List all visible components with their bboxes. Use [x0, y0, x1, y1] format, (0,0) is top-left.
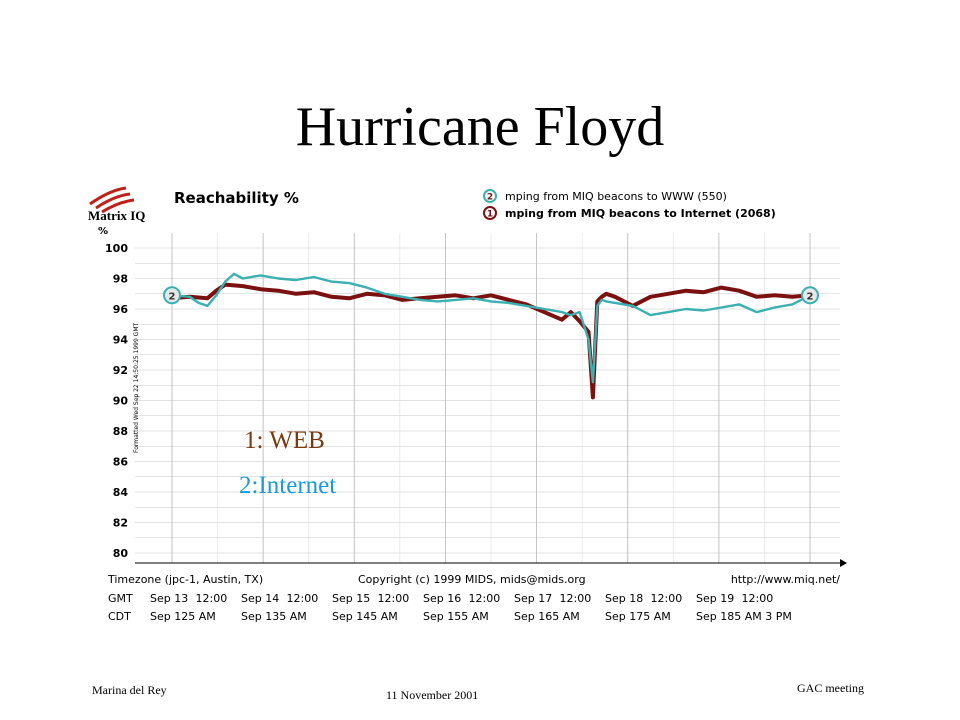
overlay-web-label: 1: WEB: [244, 427, 325, 454]
timezone-note: Timezone (jpc-1, Austin, TX): [107, 573, 263, 586]
gmt-tick-label: 12:00: [378, 592, 410, 605]
legend: 2 mping from MIQ beacons to WWW (550) 1 …: [483, 189, 776, 220]
y-tick-label: 80: [113, 547, 129, 560]
series-2-end-marker-label: 2: [807, 291, 814, 302]
legend-marker-2-label: 2: [487, 193, 493, 203]
gmt-tick-label: 12:00: [469, 592, 501, 605]
grid: [135, 233, 840, 563]
y-tick-label: 90: [113, 395, 129, 408]
gmt-tick-label: 12:00: [287, 592, 319, 605]
series-2-start-marker: [163, 286, 181, 305]
legend-marker-1-label: 1: [487, 210, 493, 220]
cdt-tick-label: Sep 155 AM: [423, 610, 489, 623]
gmt-tick-label: Sep 15: [332, 592, 370, 605]
gmt-tick-label: 12:00: [651, 592, 683, 605]
cdt-tick-label: Sep 175 AM: [605, 610, 671, 623]
y-tick-label: 100: [105, 242, 128, 255]
y-tick-labels: 100 98 96 94 92 90 88 86 84 82 80: [105, 242, 128, 560]
gmt-tick-label: Sep 18: [605, 592, 643, 605]
y-tick-label: 92: [113, 364, 128, 377]
footer-right: GAC meeting: [797, 681, 864, 695]
footer-left: Marina del Rey: [92, 683, 167, 697]
cdt-label: CDT: [108, 610, 131, 623]
y-tick-label: 82: [113, 517, 128, 530]
gmt-tick-label: 12:00: [560, 592, 592, 605]
logo-text: Matrix IQ: [88, 208, 145, 223]
y-axis-label: %: [98, 226, 108, 237]
x-axis-notes: Timezone (jpc-1, Austin, TX) Copyright (…: [107, 573, 840, 586]
series-2-start-marker-label: 2: [169, 291, 176, 302]
slide-title: Hurricane Floyd: [295, 96, 665, 158]
copyright-note: Copyright (c) 1999 MIDS, mids@mids.org: [358, 573, 586, 586]
url-note: http://www.miq.net/: [731, 573, 840, 586]
x-axis-rows: GMT Sep 13 12:00 Sep 14 12:00 Sep 15 12:00 Sep …: [108, 592, 792, 623]
gmt-tick-label: Sep 13: [150, 592, 188, 605]
series-lines: [171, 272, 811, 400]
footer-center: 11 November 2001: [386, 688, 479, 702]
gmt-tick-label: 12:00: [196, 592, 228, 605]
gmt-tick-label: 12:00: [742, 592, 774, 605]
gmt-label: GMT: [108, 592, 133, 605]
legend-label-2: mping from MIQ beacons to WWW (550): [505, 190, 727, 203]
y-tick-label: 94: [113, 334, 129, 347]
gmt-tick-label: Sep 16: [423, 592, 461, 605]
y-tick-label: 96: [113, 303, 129, 316]
legend-marker-2: [483, 189, 497, 203]
y-tick-label: 84: [113, 486, 129, 499]
formatted-note: Formatted Wed Sep 22 14:50:25 1999 GMT: [133, 322, 140, 453]
legend-label-1: mping from MIQ beacons to Internet (2068…: [505, 207, 776, 220]
cdt-tick-label: Sep 125 AM: [150, 610, 216, 623]
legend-marker-1: [483, 206, 497, 220]
y-tick-label: 86: [113, 456, 129, 469]
series-1-line: [171, 282, 811, 400]
chart-title: Reachability %: [174, 189, 299, 207]
overlay-internet-label: 2:Internet: [239, 472, 337, 499]
cdt-tick-label: Sep 185 AM 3 PM: [696, 610, 792, 623]
gmt-tick-label: Sep 14: [241, 592, 279, 605]
x-axis-arrow: [840, 559, 847, 567]
cdt-tick-label: Sep 145 AM: [332, 610, 398, 623]
series-2-line: [171, 272, 811, 384]
reachability-chart: Matrix IQ Reachability % 2 mping from MI…: [88, 186, 847, 623]
y-tick-label: 98: [113, 273, 128, 286]
gmt-tick-label: Sep 19: [696, 592, 734, 605]
cdt-tick-label: Sep 165 AM: [514, 610, 580, 623]
gmt-tick-label: Sep 17: [514, 592, 552, 605]
y-tick-label: 88: [113, 425, 128, 438]
series-2-end-marker: [801, 286, 819, 305]
matrix-iq-logo: Matrix IQ: [88, 186, 145, 223]
cdt-tick-label: Sep 135 AM: [241, 610, 307, 623]
